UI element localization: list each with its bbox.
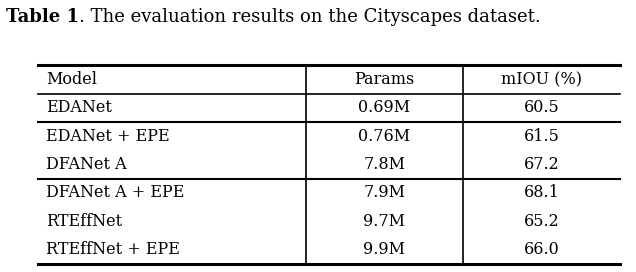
Text: 67.2: 67.2	[523, 156, 560, 173]
Text: Model: Model	[46, 71, 97, 88]
Text: Table 1: Table 1	[6, 8, 80, 26]
Text: 68.1: 68.1	[523, 184, 560, 202]
Text: 66.0: 66.0	[523, 241, 560, 258]
Text: RTEffNet: RTEffNet	[46, 213, 122, 230]
Text: EDANet + EPE: EDANet + EPE	[46, 128, 169, 145]
Text: EDANet: EDANet	[46, 99, 112, 116]
Text: 0.69M: 0.69M	[358, 99, 410, 116]
Text: DFANet A: DFANet A	[46, 156, 127, 173]
Text: . The evaluation results on the Cityscapes dataset.: . The evaluation results on the Cityscap…	[80, 8, 541, 26]
Text: 9.7M: 9.7M	[363, 213, 405, 230]
Text: 65.2: 65.2	[523, 213, 560, 230]
Text: 7.9M: 7.9M	[363, 184, 405, 202]
Text: 61.5: 61.5	[523, 128, 560, 145]
Text: RTEffNet + EPE: RTEffNet + EPE	[46, 241, 179, 258]
Text: DFANet A + EPE: DFANet A + EPE	[46, 184, 184, 202]
Text: 7.8M: 7.8M	[363, 156, 405, 173]
Text: mIOU (%): mIOU (%)	[501, 71, 582, 88]
Text: 9.9M: 9.9M	[363, 241, 405, 258]
Text: Params: Params	[354, 71, 415, 88]
Text: 60.5: 60.5	[523, 99, 560, 116]
Text: 0.76M: 0.76M	[358, 128, 410, 145]
